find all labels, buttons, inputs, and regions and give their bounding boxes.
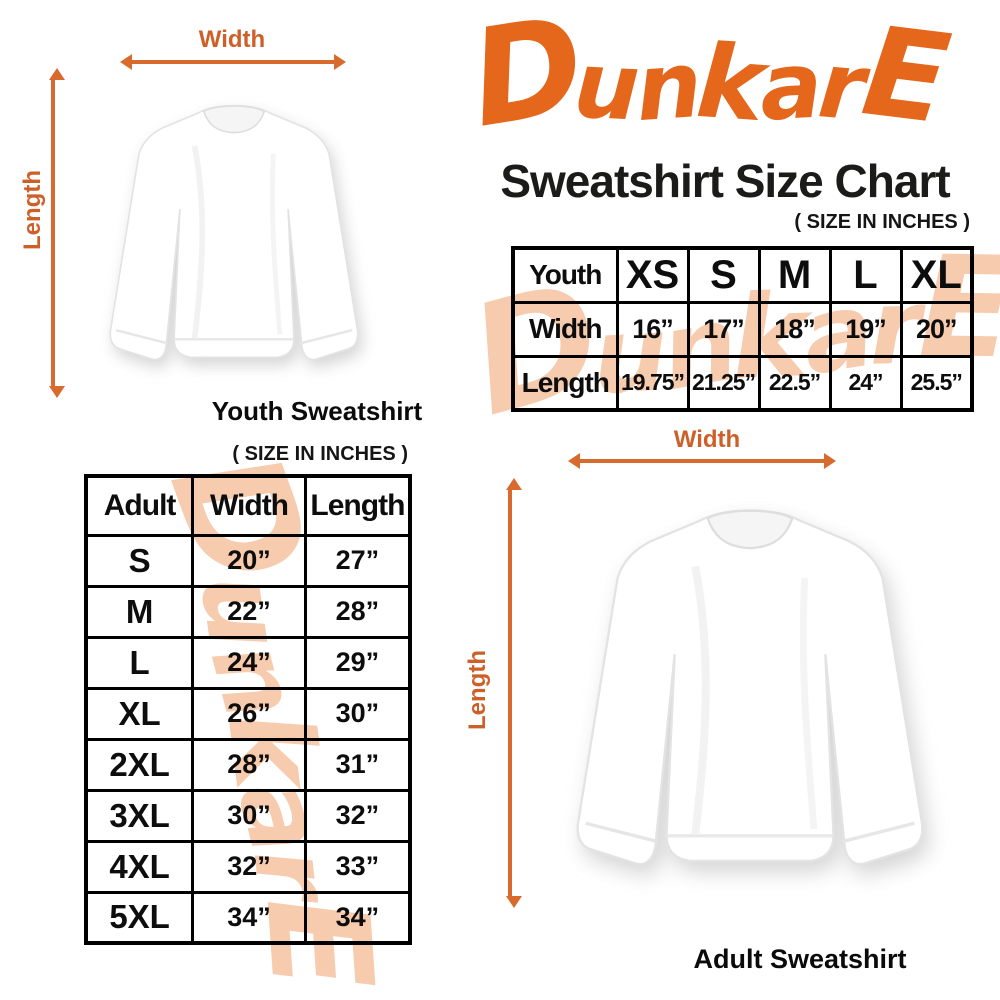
youth-length-label: Length [19, 170, 46, 250]
table-cell: 25.5” [899, 354, 974, 412]
table-cell: 33” [303, 839, 412, 894]
table-header-cell: L [828, 246, 903, 304]
table-cell: 32” [191, 839, 307, 894]
sweatshirt-collar [202, 105, 266, 134]
youth-width-arrow [120, 54, 346, 70]
table-cell: 30” [303, 686, 412, 741]
table-cell: 24” [828, 354, 903, 412]
table-header-row: Adult Width Length [84, 474, 412, 537]
youth-size-table: Youth XS S M L XL Width 16” 17” 18” 19” … [511, 246, 974, 412]
logo-letter: a [756, 31, 825, 142]
table-cell: Width [511, 300, 619, 358]
table-cell: 3XL [84, 788, 195, 843]
youth-sweatshirt-image [109, 104, 359, 361]
table-row: 2XL 28” 31” [84, 737, 412, 792]
table-cell: 31” [303, 737, 412, 792]
table-row: S 20” 27” [84, 533, 412, 588]
table-header-cell: Width [191, 474, 307, 537]
table-header-cell: XL [899, 246, 974, 304]
logo-letter: u [571, 31, 643, 142]
adult-width-label: Width [673, 426, 741, 453]
table-row: M 22” 28” [84, 584, 412, 639]
table-cell: 5XL [84, 890, 195, 945]
table-header-cell: Length [303, 474, 412, 537]
sweatshirt-cuff [115, 329, 168, 345]
size-note-youth-table: ( SIZE IN INCHES ) [794, 211, 970, 233]
fabric-fold [191, 145, 206, 339]
table-cell: 24” [191, 635, 307, 690]
table-cell: 28” [303, 584, 412, 639]
table-cell: 19.75” [615, 354, 690, 412]
table-header-row: Youth XS S M L XL [511, 246, 974, 304]
size-note-adult-table: ( SIZE IN INCHES ) [232, 443, 408, 465]
table-cell: 27” [303, 533, 412, 588]
table-cell: M [84, 584, 195, 639]
sweatshirt-cuff [842, 821, 915, 844]
adult-width-arrow [568, 453, 836, 469]
table-cell: 2XL [84, 737, 195, 792]
table-cell: 19” [828, 300, 903, 358]
table-cell: 22” [191, 584, 307, 639]
table-cell: 21.25” [686, 354, 761, 412]
table-header-cell: Youth [511, 246, 619, 304]
page-title: Sweatshirt Size Chart [500, 155, 950, 207]
adult-sweatshirt-image [576, 509, 924, 866]
logo-letter: E [855, 0, 957, 153]
table-row: 3XL 30” 32” [84, 788, 412, 843]
sweatshirt-cuff [300, 329, 353, 345]
table-header-cell: XS [615, 246, 690, 304]
table-row: 4XL 32” 33” [84, 839, 412, 894]
table-header-cell: M [757, 246, 832, 304]
table-cell: 32” [303, 788, 412, 843]
table-row: Width 16” 17” 18” 19” 20” [511, 300, 974, 358]
sweatshirt-body [109, 104, 359, 361]
table-cell: 20” [191, 533, 307, 588]
table-row: L 24” 29” [84, 635, 412, 690]
table-cell: 4XL [84, 839, 195, 894]
adult-caption: Adult Sweatshirt [693, 944, 907, 974]
table-cell: L [84, 635, 195, 690]
youth-caption: Youth Sweatshirt [211, 396, 423, 426]
table-cell: 30” [191, 788, 307, 843]
table-cell: Length [511, 354, 619, 412]
table-cell: 28” [191, 737, 307, 792]
adult-size-table: Adult Width Length S 20” 27” M 22” 28” L… [84, 474, 412, 945]
table-cell: 18” [757, 300, 832, 358]
table-header-cell: S [686, 246, 761, 304]
table-cell: 34” [303, 890, 412, 945]
table-cell: 20” [899, 300, 974, 358]
table-header-cell: Adult [84, 474, 195, 537]
fabric-fold [691, 565, 710, 836]
table-row: Length 19.75” 21.25” 22.5” 24” 25.5” [511, 354, 974, 412]
table-cell: 17” [686, 300, 761, 358]
table-cell: 16” [615, 300, 690, 358]
table-cell: 22.5” [757, 354, 832, 412]
sweatshirt-cuff [585, 821, 658, 844]
table-row: 5XL 34” 34” [84, 890, 412, 945]
table-cell: XL [84, 686, 195, 741]
youth-width-label: Width [198, 26, 266, 53]
table-cell: S [84, 533, 195, 588]
table-cell: 26” [191, 686, 307, 741]
table-cell: 34” [191, 890, 307, 945]
table-cell: 29” [303, 635, 412, 690]
adult-length-arrow [506, 478, 522, 908]
table-row: XL 26” 30” [84, 686, 412, 741]
sweatshirt-body [576, 509, 924, 866]
fabric-fold [269, 153, 283, 335]
fabric-fold [799, 577, 818, 830]
adult-length-label: Length [464, 650, 491, 730]
sweatshirt-collar [706, 509, 794, 550]
youth-length-arrow [49, 68, 65, 398]
